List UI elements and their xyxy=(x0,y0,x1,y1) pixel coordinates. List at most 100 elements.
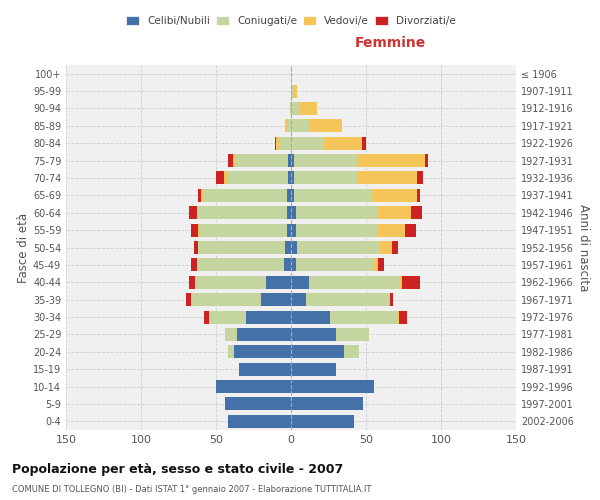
Bar xyxy=(291,398,363,410)
Bar xyxy=(291,328,336,341)
Bar xyxy=(373,258,378,272)
Bar xyxy=(296,224,378,236)
Bar xyxy=(309,120,342,132)
Bar xyxy=(234,346,291,358)
Bar xyxy=(306,293,389,306)
Bar xyxy=(290,102,291,115)
Bar xyxy=(261,293,291,306)
Bar xyxy=(378,258,384,272)
Bar xyxy=(411,206,421,220)
Bar xyxy=(336,328,369,341)
Bar xyxy=(228,346,234,358)
Bar xyxy=(285,120,287,132)
Bar xyxy=(191,293,261,306)
Bar xyxy=(216,380,291,393)
Bar xyxy=(209,310,246,324)
Bar xyxy=(291,293,306,306)
Bar xyxy=(284,258,291,272)
Bar xyxy=(291,346,343,358)
Bar xyxy=(288,154,291,167)
Bar xyxy=(204,310,209,324)
Bar xyxy=(189,206,197,220)
Bar xyxy=(265,276,291,289)
Bar xyxy=(287,206,291,220)
Bar xyxy=(291,189,294,202)
Bar xyxy=(291,241,297,254)
Bar xyxy=(195,276,265,289)
Bar xyxy=(198,224,199,236)
Bar xyxy=(291,172,294,184)
Bar xyxy=(228,172,288,184)
Bar xyxy=(291,224,296,236)
Bar xyxy=(198,189,201,202)
Bar xyxy=(372,189,417,202)
Bar xyxy=(285,241,291,254)
Bar xyxy=(189,276,195,289)
Bar xyxy=(399,276,402,289)
Bar xyxy=(343,346,359,358)
Bar xyxy=(357,154,425,167)
Bar xyxy=(198,241,285,254)
Bar xyxy=(417,172,423,184)
Bar xyxy=(389,293,390,306)
Bar xyxy=(299,102,317,115)
Bar xyxy=(233,154,235,167)
Bar xyxy=(405,224,415,236)
Bar xyxy=(201,189,203,202)
Bar xyxy=(380,241,392,254)
Bar xyxy=(392,241,398,254)
Bar xyxy=(294,154,357,167)
Bar xyxy=(399,310,407,324)
Bar xyxy=(291,362,336,376)
Bar xyxy=(223,172,228,184)
Bar xyxy=(309,276,399,289)
Bar xyxy=(197,258,284,272)
Bar xyxy=(246,310,291,324)
Text: Popolazione per età, sesso e stato civile - 2007: Popolazione per età, sesso e stato civil… xyxy=(12,462,343,475)
Bar xyxy=(237,328,291,341)
Bar xyxy=(203,189,287,202)
Bar xyxy=(291,84,294,98)
Bar xyxy=(235,154,288,167)
Bar xyxy=(287,224,291,236)
Bar xyxy=(296,258,373,272)
Bar xyxy=(398,310,399,324)
Bar xyxy=(378,224,405,236)
Bar xyxy=(197,206,287,220)
Bar xyxy=(228,415,291,428)
Bar xyxy=(291,206,296,220)
Bar xyxy=(191,258,197,272)
Bar xyxy=(228,154,233,167)
Bar xyxy=(287,120,291,132)
Bar xyxy=(291,120,309,132)
Bar xyxy=(225,398,291,410)
Bar xyxy=(417,189,420,202)
Bar xyxy=(294,189,372,202)
Legend: Celibi/Nubili, Coniugati/e, Vedovi/e, Divorziati/e: Celibi/Nubili, Coniugati/e, Vedovi/e, Di… xyxy=(122,12,460,30)
Bar xyxy=(287,189,291,202)
Bar xyxy=(361,136,366,149)
Bar xyxy=(297,241,380,254)
Bar xyxy=(296,206,378,220)
Bar xyxy=(291,258,296,272)
Bar xyxy=(239,362,291,376)
Bar xyxy=(291,136,324,149)
Bar xyxy=(324,136,361,149)
Bar xyxy=(288,172,291,184)
Bar xyxy=(276,136,279,149)
Bar xyxy=(330,310,398,324)
Bar xyxy=(291,154,294,167)
Text: Femmine: Femmine xyxy=(355,36,425,51)
Bar xyxy=(291,276,309,289)
Bar xyxy=(275,136,276,149)
Bar xyxy=(390,293,393,306)
Text: COMUNE DI TOLLEGNO (BI) - Dati ISTAT 1° gennaio 2007 - Elaborazione TUTTITALIA.I: COMUNE DI TOLLEGNO (BI) - Dati ISTAT 1° … xyxy=(12,485,371,494)
Bar xyxy=(291,102,299,115)
Bar xyxy=(279,136,291,149)
Bar xyxy=(425,154,427,167)
Bar xyxy=(294,84,297,98)
Y-axis label: Anni di nascita: Anni di nascita xyxy=(577,204,590,291)
Bar xyxy=(402,276,420,289)
Bar xyxy=(291,380,373,393)
Bar xyxy=(291,415,354,428)
